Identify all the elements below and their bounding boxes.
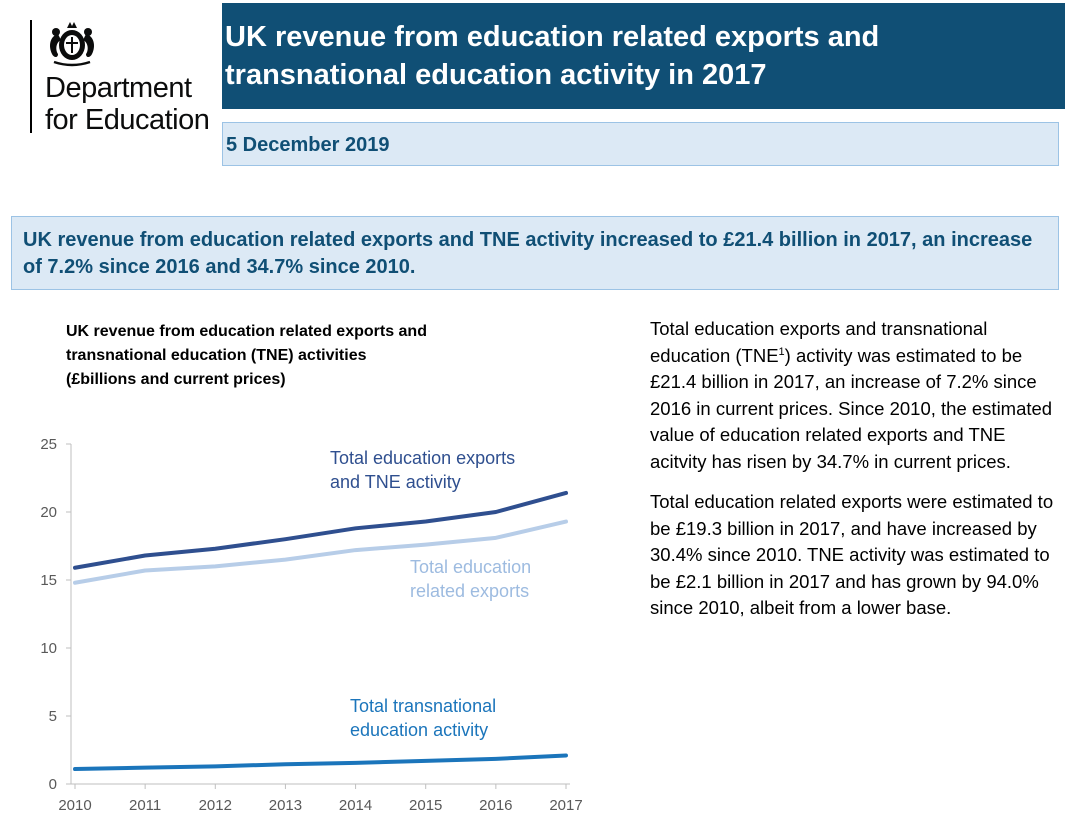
- chart-title-line: transnational education (TNE) activities: [66, 347, 367, 364]
- title-banner: UK revenue from education related export…: [222, 3, 1065, 109]
- series-line: [73, 753, 568, 772]
- x-tick-label: 2016: [479, 797, 512, 814]
- publication-date: 5 December 2019: [226, 134, 390, 156]
- headline-box: UK revenue from education related export…: [11, 216, 1059, 290]
- series-label: education activity: [350, 720, 488, 740]
- x-tick-label: 2015: [409, 797, 442, 814]
- series-label: and TNE activity: [330, 472, 461, 492]
- body-text: Total education exports and transnationa…: [650, 316, 1060, 636]
- series-label: Total education: [410, 557, 531, 577]
- x-tick-label: 2014: [339, 797, 372, 814]
- body-p1-end: ) activity was estimated to be £21.4 bil…: [650, 344, 1053, 472]
- series-label: Total transnational: [350, 696, 496, 716]
- royal-crest-icon: [50, 22, 94, 67]
- revenue-line-chart: 0 5 10 15 20 25 2010 2011 2012 2013 2014 2015 2016 20…: [40, 436, 582, 814]
- headline-text: UK revenue from education related export…: [23, 229, 1033, 278]
- date-box: 5 December 2019: [222, 122, 1059, 166]
- chart-title-line: UK revenue from education related export…: [66, 323, 427, 340]
- logo-divider: [30, 20, 32, 133]
- x-tick-label: 2012: [199, 797, 232, 814]
- y-tick-label: 25: [40, 436, 57, 453]
- series-line: [73, 519, 568, 585]
- page-title: UK revenue from education related export…: [225, 21, 880, 91]
- series-label: related exports: [410, 581, 529, 601]
- y-tick-label: 15: [40, 572, 57, 589]
- series-line: [73, 490, 568, 570]
- series-label: Total education exports: [330, 448, 515, 468]
- x-tick-label: 2010: [58, 797, 91, 814]
- x-tick-label: 2017: [549, 797, 582, 814]
- y-tick-label: 20: [40, 504, 57, 521]
- y-tick-label: 0: [49, 776, 57, 793]
- body-paragraph-1: Total education exports and transnationa…: [650, 316, 1060, 475]
- department-logo: Department for Education: [15, 10, 215, 136]
- chart-title: UK revenue from education related export…: [66, 320, 546, 392]
- chart-title-line: (£billions and current prices): [66, 371, 286, 388]
- x-tick-label: 2013: [269, 797, 302, 814]
- department-name-line2: for Education: [45, 104, 210, 136]
- y-tick-label: 5: [49, 708, 57, 725]
- footnote-ref[interactable]: 1: [778, 345, 785, 358]
- department-name-line1: Department: [45, 72, 192, 104]
- x-tick-label: 2011: [129, 797, 161, 814]
- body-paragraph-2: Total education related exports were est…: [650, 491, 1054, 618]
- y-tick-label: 10: [40, 640, 57, 657]
- body-p1-start: Total education exports and transnationa…: [650, 318, 988, 366]
- department-name: Department for Education: [45, 72, 210, 136]
